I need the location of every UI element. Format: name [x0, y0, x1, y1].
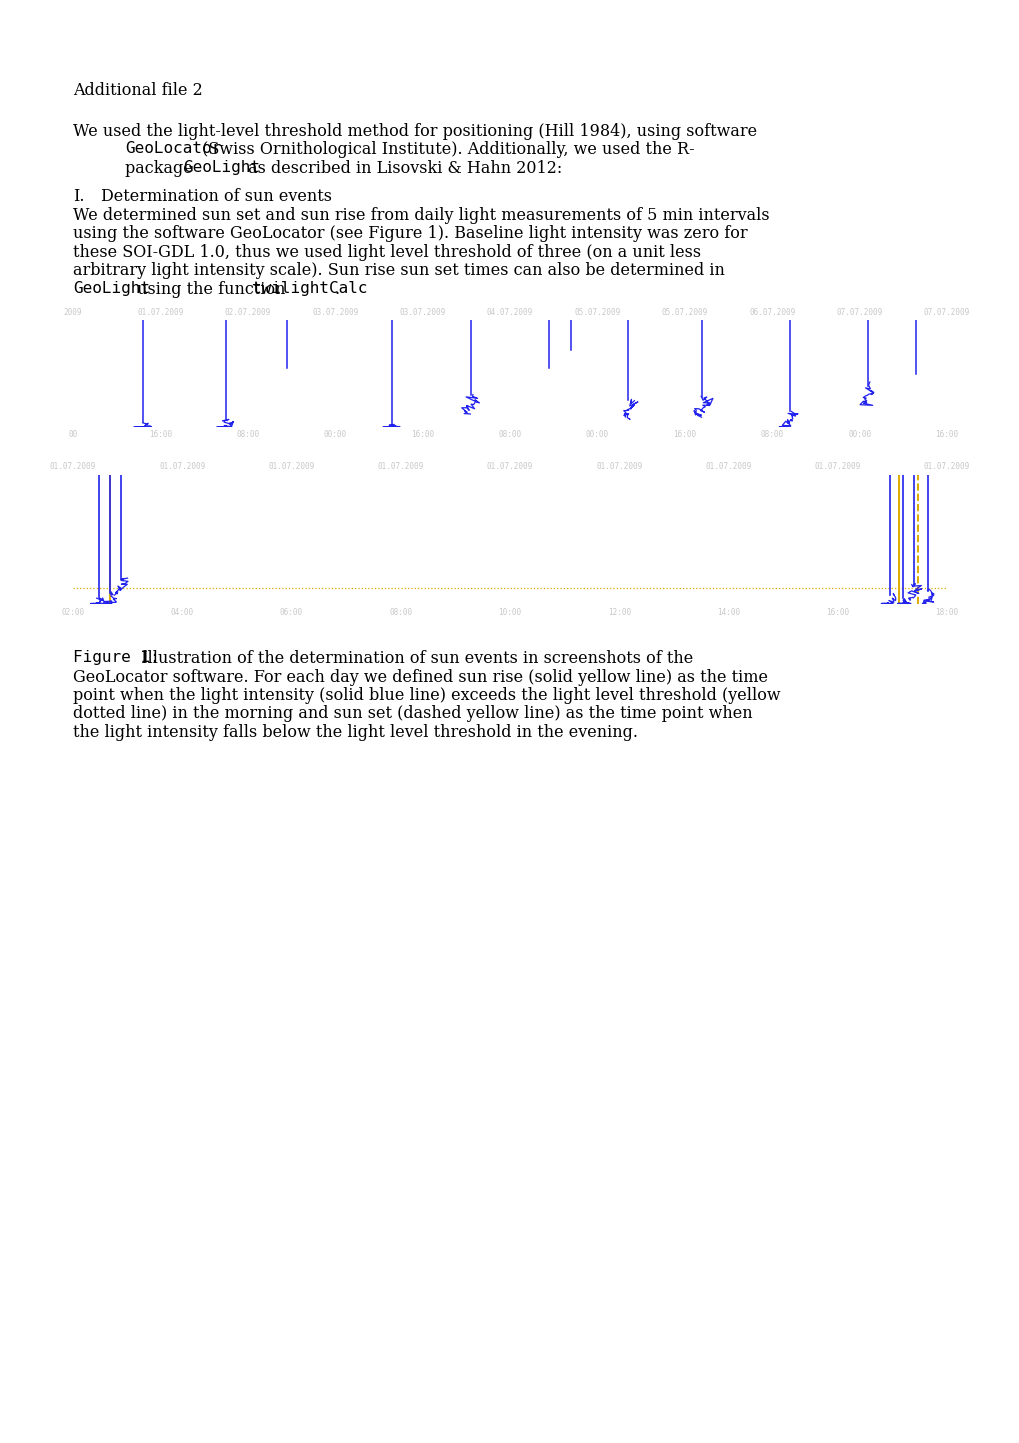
Text: using the software GeoLocator (see Figure 1). Baseline light intensity was zero : using the software GeoLocator (see Figur…: [73, 225, 747, 242]
Text: 01.07.2009: 01.07.2009: [486, 462, 533, 470]
Text: Determination of sun events: Determination of sun events: [101, 188, 331, 205]
Text: 00:00: 00:00: [323, 430, 346, 439]
Text: 05.07.2009: 05.07.2009: [661, 307, 707, 317]
Text: We used the light-level threshold method for positioning (Hill 1984), using soft: We used the light-level threshold method…: [73, 123, 756, 140]
Text: 05.07.2009: 05.07.2009: [574, 307, 620, 317]
Text: these SOI-GDL 1.0, thus we used light level threshold of three (on a unit less: these SOI-GDL 1.0, thus we used light le…: [73, 244, 700, 261]
Text: 06:00: 06:00: [279, 609, 303, 618]
Text: 08:00: 08:00: [498, 430, 521, 439]
Text: twilightCalc: twilightCalc: [253, 281, 368, 296]
Text: 01.07.2009: 01.07.2009: [814, 462, 860, 470]
Text: 10:00: 10:00: [498, 609, 521, 618]
Text: 00: 00: [68, 430, 77, 439]
Text: 08:00: 08:00: [236, 430, 259, 439]
Text: 08:00: 08:00: [760, 430, 783, 439]
Text: 03.07.2009: 03.07.2009: [312, 307, 358, 317]
Text: the light intensity falls below the light level threshold in the evening.: the light intensity falls below the ligh…: [73, 724, 637, 742]
Text: dotted line) in the morning and sun set (dashed yellow line) as the time point w: dotted line) in the morning and sun set …: [73, 706, 752, 723]
Text: GeoLight: GeoLight: [73, 281, 150, 296]
Text: 14:00: 14:00: [716, 609, 740, 618]
Text: 07.07.2009: 07.07.2009: [836, 307, 881, 317]
Text: 04:00: 04:00: [170, 609, 194, 618]
Text: 16:00: 16:00: [934, 430, 958, 439]
Text: 01.07.2009: 01.07.2009: [268, 462, 314, 470]
Text: 02.07.2009: 02.07.2009: [224, 307, 271, 317]
Text: I.: I.: [73, 188, 85, 205]
Text: .: .: [334, 281, 339, 297]
Text: as described in Lisovski & Hahn 2012:: as described in Lisovski & Hahn 2012:: [243, 160, 561, 176]
Text: package: package: [125, 160, 198, 176]
Text: 04.07.2009: 04.07.2009: [486, 307, 533, 317]
Text: 12:00: 12:00: [607, 609, 630, 618]
Text: 01.07.2009: 01.07.2009: [138, 307, 183, 317]
Text: 2009: 2009: [64, 307, 83, 317]
Text: 07.07.2009: 07.07.2009: [923, 307, 969, 317]
Text: 00:00: 00:00: [585, 430, 608, 439]
Text: GeoLocator: GeoLocator: [125, 141, 221, 156]
Text: GeoLight: GeoLight: [183, 160, 260, 175]
Text: GeoLocator software. For each day we defined sun rise (solid yellow line) as the: GeoLocator software. For each day we def…: [73, 668, 767, 685]
Text: 01.07.2009: 01.07.2009: [923, 462, 969, 470]
Text: Additional file 2: Additional file 2: [73, 82, 203, 100]
Text: 03.07.2009: 03.07.2009: [399, 307, 445, 317]
Text: 00:00: 00:00: [847, 430, 870, 439]
Text: 01.07.2009: 01.07.2009: [705, 462, 751, 470]
Text: 16:00: 16:00: [411, 430, 434, 439]
Text: Figure 1:: Figure 1:: [73, 649, 159, 665]
Text: 01.07.2009: 01.07.2009: [159, 462, 205, 470]
Text: using the function: using the function: [132, 281, 290, 297]
Text: arbitrary light intensity scale). Sun rise sun set times can also be determined : arbitrary light intensity scale). Sun ri…: [73, 263, 725, 278]
Text: We determined sun set and sun rise from daily light measurements of 5 min interv: We determined sun set and sun rise from …: [73, 206, 769, 224]
Text: 01.07.2009: 01.07.2009: [50, 462, 96, 470]
Text: 01.07.2009: 01.07.2009: [595, 462, 642, 470]
Text: 08:00: 08:00: [389, 609, 412, 618]
Text: point when the light intensity (solid blue line) exceeds the light level thresho: point when the light intensity (solid bl…: [73, 687, 780, 704]
Text: 01.07.2009: 01.07.2009: [377, 462, 424, 470]
Text: 02:00: 02:00: [61, 609, 85, 618]
Text: 16:00: 16:00: [825, 609, 849, 618]
Text: 18:00: 18:00: [934, 609, 958, 618]
Text: 16:00: 16:00: [673, 430, 696, 439]
Text: 16:00: 16:00: [149, 430, 172, 439]
Text: 06.07.2009: 06.07.2009: [748, 307, 795, 317]
Text: (Swiss Ornithological Institute). Additionally, we used the R-: (Swiss Ornithological Institute). Additi…: [197, 141, 694, 159]
Text: Illustration of the determination of sun events in screenshots of the: Illustration of the determination of sun…: [136, 649, 693, 667]
